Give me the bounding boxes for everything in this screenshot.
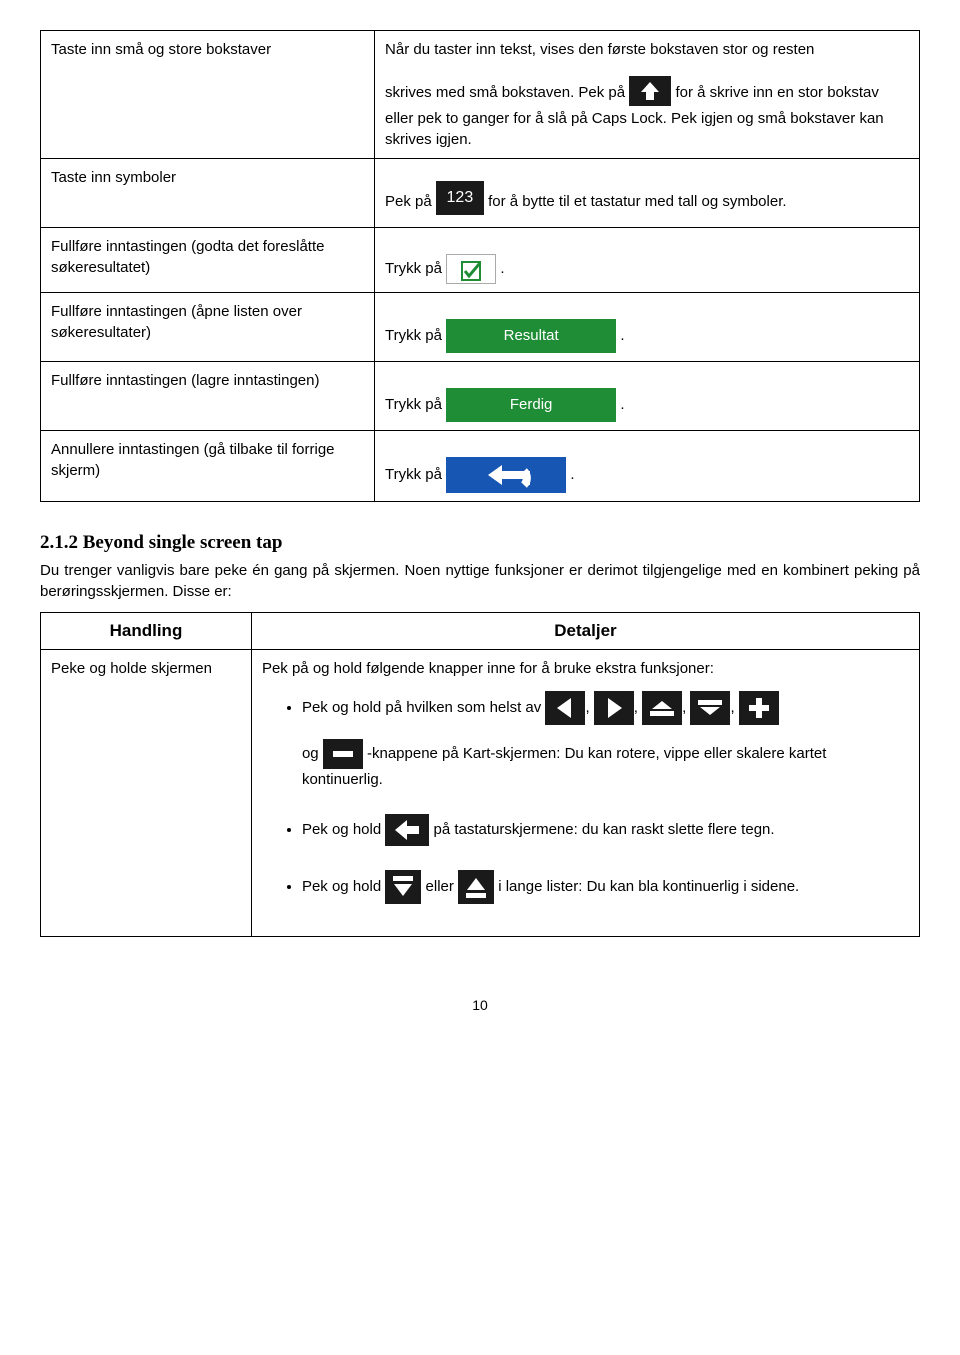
tilt-down-icon bbox=[690, 691, 730, 725]
cell-detail: Trykk på . bbox=[375, 228, 920, 293]
list-item: Pek og hold på tastaturskjermene: du kan… bbox=[302, 814, 909, 846]
text: Pek og hold bbox=[302, 878, 385, 895]
result-button: Resultat bbox=[446, 319, 616, 353]
checkmark-icon bbox=[446, 254, 496, 284]
text: . bbox=[500, 260, 504, 277]
cell-action: Fullføre inntastingen (godta det foreslå… bbox=[41, 228, 375, 293]
table-row: Peke og holde skjermen Pek på og hold fø… bbox=[41, 650, 920, 937]
back-icon bbox=[446, 457, 566, 493]
backspace-icon bbox=[385, 814, 429, 846]
cell-action: Taste inn symboler bbox=[41, 159, 375, 228]
header-action: Handling bbox=[41, 613, 252, 650]
comma: , bbox=[730, 699, 738, 716]
section-heading: 2.1.2 Beyond single screen tap bbox=[40, 532, 920, 554]
plus-icon bbox=[739, 691, 779, 725]
page-down-icon bbox=[385, 870, 421, 904]
text: Pek på bbox=[385, 193, 436, 210]
header-detail: Detaljer bbox=[251, 613, 919, 650]
table-row: Fullføre inntastingen (godta det foreslå… bbox=[41, 228, 920, 293]
minus-icon bbox=[323, 739, 363, 769]
text: Trykk på bbox=[385, 396, 446, 413]
cell-detail: Pek på 123 for å bytte til et tastatur m… bbox=[375, 159, 920, 228]
cell-detail: Når du taster inn tekst, vises den først… bbox=[375, 31, 920, 159]
cell-detail: Pek på og hold følgende knapper inne for… bbox=[251, 650, 919, 937]
list-item: Pek og hold eller i lange lister: Du kan… bbox=[302, 870, 909, 904]
text: Pek og hold på hvilken som helst av bbox=[302, 699, 545, 716]
text: på tastaturskjermene: du kan raskt slett… bbox=[434, 821, 775, 838]
right-arrow-icon bbox=[594, 691, 634, 725]
cell-action: Annullere inntastingen (gå tilbake til f… bbox=[41, 431, 375, 502]
tilt-up-icon bbox=[642, 691, 682, 725]
gestures-table: Handling Detaljer Peke og holde skjermen… bbox=[40, 612, 920, 937]
comma: , bbox=[585, 699, 593, 716]
comma: , bbox=[634, 699, 642, 716]
cell-detail: Trykk på Ferdig . bbox=[375, 362, 920, 431]
list-item: Pek og hold på hvilken som helst av , , … bbox=[302, 691, 909, 790]
table-row: Fullføre inntastingen (åpne listen over … bbox=[41, 293, 920, 362]
text: . bbox=[620, 327, 624, 344]
cell-action: Peke og holde skjermen bbox=[41, 650, 252, 937]
cell-action: Fullføre inntastingen (lagre inntastinge… bbox=[41, 362, 375, 431]
text: . bbox=[620, 396, 624, 413]
cell-detail: Trykk på . bbox=[375, 431, 920, 502]
text: Trykk på bbox=[385, 327, 446, 344]
text: i lange lister: Du kan bla kontinuerlig … bbox=[498, 878, 799, 895]
text: eller bbox=[426, 878, 459, 895]
page-up-icon bbox=[458, 870, 494, 904]
cell-detail: Trykk på Resultat . bbox=[375, 293, 920, 362]
text: Trykk på bbox=[385, 260, 446, 277]
text: -knappene på Kart-skjermen: Du kan roter… bbox=[302, 745, 826, 788]
page-number: 10 bbox=[40, 997, 920, 1013]
numeric-label: 123 bbox=[447, 189, 474, 206]
text: . bbox=[570, 466, 574, 483]
done-label: Ferdig bbox=[510, 396, 553, 413]
bullet-list: Pek og hold på hvilken som helst av , , … bbox=[262, 691, 909, 904]
cell-action: Taste inn små og store bokstaver bbox=[41, 31, 375, 159]
done-button: Ferdig bbox=[446, 388, 616, 422]
text: Trykk på bbox=[385, 466, 446, 483]
section-intro: Du trenger vanligvis bare peke én gang p… bbox=[40, 560, 920, 602]
text: skrives med små bokstaven. Pek på bbox=[385, 84, 629, 101]
text: Pek på og hold følgende knapper inne for… bbox=[262, 660, 714, 677]
shift-icon bbox=[629, 76, 671, 106]
table-row: Fullføre inntastingen (lagre inntastinge… bbox=[41, 362, 920, 431]
comma: , bbox=[682, 699, 690, 716]
left-arrow-icon bbox=[545, 691, 585, 725]
table-row: Annullere inntastingen (gå tilbake til f… bbox=[41, 431, 920, 502]
text: for å bytte til et tastatur med tall og … bbox=[488, 193, 786, 210]
text: Pek og hold bbox=[302, 821, 385, 838]
text: Når du taster inn tekst, vises den først… bbox=[385, 41, 814, 58]
cell-action: Fullføre inntastingen (åpne listen over … bbox=[41, 293, 375, 362]
result-label: Resultat bbox=[504, 327, 559, 344]
numeric-key-icon: 123 bbox=[436, 181, 484, 215]
text: og bbox=[302, 745, 323, 762]
table-header-row: Handling Detaljer bbox=[41, 613, 920, 650]
table-row: Taste inn symboler Pek på 123 for å bytt… bbox=[41, 159, 920, 228]
keyboard-actions-table: Taste inn små og store bokstaver Når du … bbox=[40, 30, 920, 502]
table-row: Taste inn små og store bokstaver Når du … bbox=[41, 31, 920, 159]
